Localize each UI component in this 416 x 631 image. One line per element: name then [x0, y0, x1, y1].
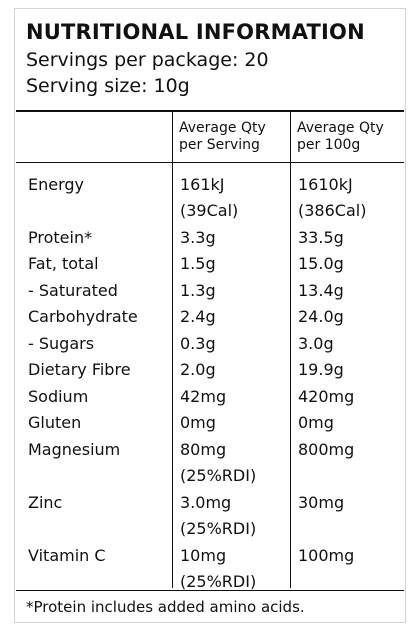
servings-per-package: Servings per package: 20 — [26, 49, 269, 71]
per-100g-value: 100mg — [298, 546, 355, 565]
footnote: *Protein includes added amino acids. — [26, 598, 305, 616]
per-serving-value: 3.3g — [180, 228, 216, 247]
per-100g-value: 33.5g — [298, 228, 344, 247]
nutrient-label: Magnesium — [28, 440, 121, 459]
per-100g-value: 15.0g — [298, 254, 344, 273]
rule-header — [16, 162, 404, 163]
per-100g-value: 13.4g — [298, 281, 344, 300]
per-serving-rdi: (25%RDI) — [180, 466, 257, 485]
per-serving-value: 1.3g — [180, 281, 216, 300]
per-serving-rdi: (25%RDI) — [180, 519, 257, 538]
per-serving-value: 3.0mg — [180, 493, 232, 512]
per-100g-value: 420mg — [298, 387, 355, 406]
nutrient-label: Energy — [28, 175, 85, 194]
per-100g-value: 0mg — [298, 413, 334, 432]
column-header-line: Average Qty — [297, 120, 384, 136]
serving-size: Serving size: 10g — [26, 75, 190, 97]
column-divider-2 — [290, 112, 291, 588]
rule-bottom — [16, 590, 404, 591]
per-serving-rdi: (25%RDI) — [180, 572, 257, 591]
nutrient-label: Sodium — [28, 387, 89, 406]
per-100g-value: 1610kJ — [298, 175, 353, 194]
per-100g-value: 30mg — [298, 493, 345, 512]
rule-top — [16, 110, 404, 112]
panel-title: NUTRITIONAL INFORMATION — [26, 20, 365, 44]
column-header-line: per Serving — [179, 137, 260, 153]
per-100g-value: 3.0g — [298, 334, 334, 353]
nutrient-label: - Sugars — [28, 334, 95, 353]
per-serving-value: 0mg — [180, 413, 216, 432]
nutrient-label: Fat, total — [28, 254, 99, 273]
per-100g-value: 24.0g — [298, 307, 344, 326]
nutrient-label: Protein* — [28, 228, 93, 247]
nutrient-label: Gluten — [28, 413, 82, 432]
column-divider-1 — [172, 112, 173, 588]
nutrient-label: Carbohydrate — [28, 307, 138, 326]
per-serving-value: 161kJ — [180, 175, 225, 194]
per-100g-value: 19.9g — [298, 360, 344, 379]
per-100g-value: 800mg — [298, 440, 355, 459]
per-serving-value: 80mg — [180, 440, 227, 459]
per-serving-value: 42mg — [180, 387, 227, 406]
per-serving-value: (39Cal) — [180, 201, 239, 220]
per-serving-value: 10mg — [180, 546, 227, 565]
column-header-per-100g: Average Qty per 100g — [297, 120, 384, 154]
column-header-per-serving: Average Qty per Serving — [179, 120, 266, 154]
nutrient-label: Zinc — [28, 493, 63, 512]
per-serving-value: 0.3g — [180, 334, 216, 353]
nutrient-label: Vitamin C — [28, 546, 106, 565]
per-serving-value: 1.5g — [180, 254, 216, 273]
per-serving-value: 2.4g — [180, 307, 216, 326]
column-header-line: Average Qty — [179, 120, 266, 136]
nutrient-label: Dietary Fibre — [28, 360, 131, 379]
nutrient-label: - Saturated — [28, 281, 118, 300]
per-100g-value: (386Cal) — [298, 201, 367, 220]
column-header-line: per 100g — [297, 137, 361, 153]
per-serving-value: 2.0g — [180, 360, 216, 379]
